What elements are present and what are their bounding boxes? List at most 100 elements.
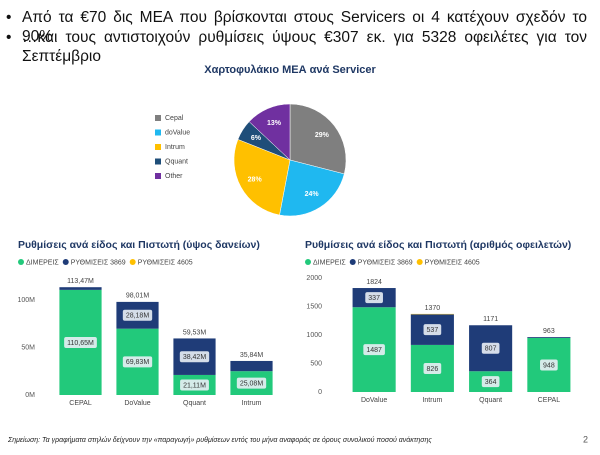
legend-label: ΔΙΜΕΡΕΙΣ [313,259,346,266]
segment-label: 25,08M [236,377,267,389]
value-label: 69,83M [126,359,150,366]
label-box [481,376,500,388]
legend-marker [129,259,136,265]
segment-label: 1487 [363,344,385,356]
total-label: 35,84M [240,352,264,359]
y-tick-label: 1000 [306,332,322,339]
pie-slice [233,139,291,216]
legend-label: Intrum [165,144,185,151]
legend-label: ΡΥΘΜΙΣΕΙΣ 4605 [425,259,480,266]
value-label: 364 [485,379,497,386]
label-box [122,309,153,321]
chart-title: Ρυθμίσεις ανά είδος και Πιστωτή (ύψος δα… [18,239,260,251]
legend-swatch [155,158,161,165]
pie-slice [248,103,291,161]
x-tick-label: Qquant [479,397,502,404]
legend-marker [18,259,24,265]
legend-swatch [155,173,161,179]
value-label: 38,42M [183,354,207,361]
y-tick-label: 0M [25,392,35,399]
legend-swatch [155,129,161,136]
label-box [365,292,383,304]
x-tick-label: Qquant [183,400,206,407]
legend-marker [416,259,423,265]
y-tick-label: 0 [318,389,322,396]
label-box [179,351,210,363]
pie-slice [289,103,347,175]
segment-label: 38,42M [179,351,210,363]
x-tick-label: DoValue [124,400,150,407]
segment-label: 110,65M [64,336,97,348]
y-tick-label: 100M [17,297,35,304]
label-box [423,324,442,336]
legend-label: ΡΥΘΜΙΣΕΙΣ 3869 [71,259,126,266]
segment-label: 807 [481,342,500,354]
label-box [236,377,267,389]
pie-slice [279,159,345,217]
segment-label: 21,11M [180,379,209,391]
total-label: 1824 [366,279,382,286]
label-box [64,336,97,348]
total-label: 59,53M [183,329,207,336]
label-box [180,379,209,391]
chart-title: Χαρτοφυλάκιο ΜΕΑ ανά Servicer [204,64,376,76]
value-label: 25,08M [240,380,264,387]
label-box [481,342,500,354]
label-box [423,362,442,374]
legend-label: doValue [165,129,190,136]
chart-title: Ρυθμίσεις ανά είδος και Πιστωτή (αριθμός… [305,239,571,251]
value-label: 807 [485,346,497,353]
y-tick-label: 2000 [306,275,322,282]
x-tick-label: CEPAL [69,400,92,407]
bar-segment [59,287,102,290]
total-label: 1370 [425,305,441,312]
legend-label: ΔΙΜΕΡΕΙΣ [26,259,59,266]
y-tick-label: 50M [21,344,35,351]
slice-label: 24% [305,191,320,198]
y-tick-label: 500 [310,360,322,367]
segment-label: 337 [365,292,383,304]
x-tick-label: Intrum [422,397,442,404]
value-label: 110,65M [67,340,94,347]
note: Σημείωση: Τα γραφήματα στηλών δείχνουν τ… [7,436,432,444]
value-label: 537 [427,327,439,334]
segment-label: 537 [423,324,442,336]
slice-label: 6% [251,135,262,142]
legend-label: Cepal [165,115,184,122]
label-box [540,359,558,371]
total-label: 113,47M [67,278,94,285]
legend-marker [62,259,69,265]
value-label: 948 [543,362,555,369]
bar-segment [230,360,273,372]
label-box [122,356,153,368]
legend-label: Qquant [165,158,188,165]
slice-label: 28% [248,176,263,183]
value-label: 21,11M [183,382,206,389]
total-label: 1171 [483,316,498,323]
value-label: 28,18M [126,313,150,320]
total-label: 98,01M [126,293,150,300]
x-tick-label: DoValue [361,397,387,404]
segment-label: 28,18M [122,309,153,321]
slice-label: 29% [315,132,330,139]
bar-segment [527,337,571,338]
value-label: 1487 [366,347,382,354]
total-label: 963 [543,328,555,335]
legend-marker [349,259,356,265]
x-tick-label: CEPAL [538,397,561,404]
legend-swatch [155,115,161,121]
segment-label: 364 [481,376,500,388]
segment-label: 948 [540,359,558,371]
bullet: …και τους αντιστοιχούν ρυθμίσεις ύψους €… [6,28,587,66]
label-box [363,344,385,356]
legend-label: Other [165,173,183,180]
segment-label: 69,83M [122,356,153,368]
legend-marker [305,259,311,265]
segment-label: 826 [423,362,442,374]
legend-swatch [155,144,161,150]
x-tick-label: Intrum [242,400,262,407]
legend-label: ΡΥΘΜΙΣΕΙΣ 4605 [138,259,193,266]
y-tick-label: 1500 [306,303,322,310]
